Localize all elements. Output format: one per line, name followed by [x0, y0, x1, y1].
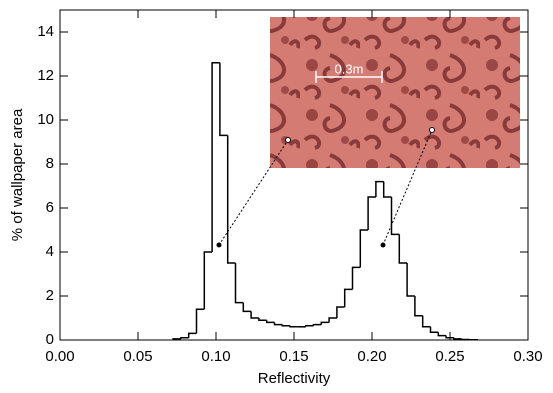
histogram-bin: [345, 289, 353, 307]
histogram-bin: [353, 267, 361, 289]
x-tick-label: 0.00: [45, 348, 74, 365]
histogram-bin: [337, 307, 345, 318]
y-tick-label: 2: [46, 287, 54, 304]
pointer-ring: [286, 138, 291, 143]
histogram-bin: [212, 63, 220, 252]
histogram-bin: [228, 135, 236, 263]
x-tick-label: 0.25: [435, 348, 464, 365]
y-tick-label: 14: [37, 23, 54, 40]
y-tick-label: 8: [46, 155, 54, 172]
histogram-bin: [415, 296, 423, 316]
y-tick-label: 10: [37, 111, 54, 128]
wallpaper-image: [270, 17, 520, 168]
y-tick-label: 4: [46, 243, 54, 260]
histogram-bin: [282, 325, 290, 326]
pointer-dot: [217, 243, 222, 248]
histogram-bin: [197, 309, 205, 333]
x-tick-label: 0.15: [279, 348, 308, 365]
x-tick-label: 0.30: [513, 348, 542, 365]
histogram-bin: [454, 338, 462, 339]
histogram-bin: [431, 327, 439, 333]
histogram-bin: [376, 182, 384, 197]
histogram-bin: [251, 311, 259, 318]
y-tick-label: 0: [46, 331, 54, 348]
x-tick-label: 0.05: [123, 348, 152, 365]
histogram-bin: [189, 333, 197, 337]
histogram-bin: [220, 63, 228, 136]
histogram-bin: [290, 326, 298, 327]
histogram-bin: [181, 338, 189, 339]
y-axis-label: % of wallpaper area: [9, 108, 26, 241]
histogram-bin: [329, 318, 337, 322]
histogram-bin: [392, 197, 400, 234]
histogram-bin: [306, 326, 314, 327]
pointer-dot: [381, 243, 386, 248]
histogram-bin: [236, 263, 244, 303]
histogram-bin: [407, 263, 415, 296]
histogram-bin: [321, 322, 329, 324]
histogram-bin: [259, 318, 267, 320]
histogram-bin: [275, 322, 283, 324]
histogram-bin: [462, 339, 470, 340]
histogram-bin: [423, 316, 431, 327]
x-tick-label: 0.10: [201, 348, 230, 365]
y-tick-label: 6: [46, 199, 54, 216]
histogram-bin: [314, 325, 322, 326]
histogram-bin: [267, 320, 275, 322]
y-tick-label: 12: [37, 67, 54, 84]
histogram-bin: [399, 234, 407, 263]
histogram-bin: [243, 303, 251, 312]
histogram-bin: [204, 252, 212, 309]
histogram-bin: [360, 230, 368, 267]
pointer-ring: [430, 128, 435, 133]
x-tick-label: 0.20: [357, 348, 386, 365]
inset-photo: 0.3m: [270, 17, 520, 168]
histogram-bin: [438, 332, 446, 335]
x-axis-label: Reflectivity: [258, 370, 331, 387]
histogram-bin: [368, 197, 376, 230]
histogram-bin: [384, 182, 392, 197]
scale-label: 0.3m: [335, 61, 364, 76]
